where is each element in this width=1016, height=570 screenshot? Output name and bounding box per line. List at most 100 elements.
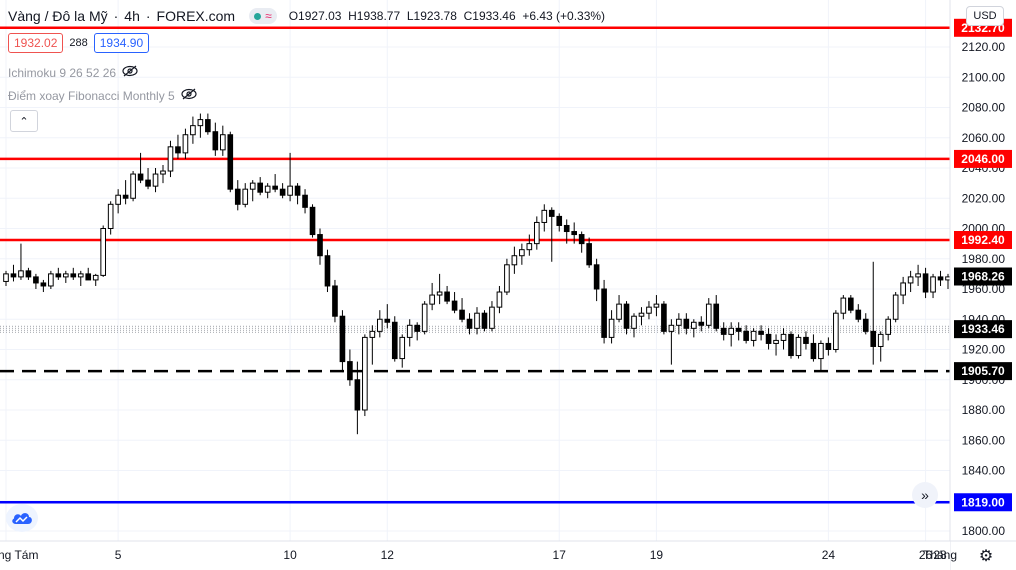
candle bbox=[870, 261, 877, 365]
candle bbox=[511, 246, 518, 274]
indicator-fibonacci-pivots[interactable]: Điểm xoay Fibonacci Monthly 5 bbox=[8, 88, 197, 103]
candle bbox=[107, 201, 114, 235]
eye-crossed-icon[interactable] bbox=[181, 88, 197, 103]
candle bbox=[683, 313, 690, 335]
candle-body bbox=[578, 234, 585, 245]
candle bbox=[122, 180, 129, 205]
candle-body bbox=[100, 228, 107, 276]
tradingview-logo[interactable] bbox=[6, 504, 38, 532]
candle-body bbox=[533, 221, 540, 245]
change-value: +6.43 (+0.33%) bbox=[522, 9, 606, 23]
candle bbox=[489, 301, 495, 332]
candle-body bbox=[653, 303, 660, 308]
sell-button[interactable]: 1932.02 bbox=[8, 33, 64, 53]
candle bbox=[444, 285, 450, 305]
candle bbox=[915, 264, 921, 286]
candle bbox=[182, 128, 189, 159]
candle-body bbox=[563, 224, 570, 233]
candle-body bbox=[608, 318, 615, 338]
bid-ask-row: 1932.02 288 1934.90 bbox=[8, 33, 150, 53]
source-label: FOREX.com bbox=[156, 8, 236, 24]
candle bbox=[930, 273, 936, 299]
candle-body bbox=[840, 297, 847, 314]
candle-body bbox=[720, 327, 727, 335]
candle bbox=[77, 270, 84, 286]
candle-body bbox=[122, 194, 129, 199]
candle-body bbox=[818, 342, 824, 360]
candle-body bbox=[504, 264, 510, 293]
price-marker-badge bbox=[954, 320, 1012, 339]
candle bbox=[676, 313, 682, 335]
indicator-ichimoku[interactable]: Ichimoku 9 26 52 26 bbox=[8, 65, 138, 80]
candle bbox=[227, 131, 234, 193]
candle bbox=[175, 134, 181, 159]
scroll-to-realtime-button[interactable]: » bbox=[912, 482, 938, 508]
candle-body bbox=[541, 209, 548, 223]
price-marker-text: 1933.46 bbox=[961, 322, 1005, 336]
candle bbox=[803, 331, 809, 350]
candle bbox=[907, 270, 914, 293]
candle-body bbox=[444, 291, 450, 302]
candle-body bbox=[855, 309, 862, 320]
candle-body bbox=[324, 255, 331, 287]
candle bbox=[862, 313, 869, 335]
candle-body bbox=[92, 274, 99, 281]
candle bbox=[750, 328, 757, 347]
candle bbox=[190, 116, 196, 144]
ohlc-values: O1927.03 H1938.77 L1923.78 C1933.46 +6.4… bbox=[289, 9, 605, 23]
candle bbox=[698, 316, 705, 332]
candle bbox=[145, 168, 151, 190]
price-marker-badge bbox=[954, 267, 1012, 286]
separator: · bbox=[113, 8, 119, 24]
price-tick-label: 2060.00 bbox=[962, 131, 1006, 145]
double-chevron-right-icon: » bbox=[921, 487, 929, 503]
candle-body bbox=[227, 134, 234, 190]
candle bbox=[481, 310, 488, 332]
candle bbox=[795, 334, 802, 359]
eye-crossed-icon[interactable] bbox=[122, 65, 138, 80]
candle bbox=[496, 285, 503, 314]
candle bbox=[100, 225, 107, 277]
candle bbox=[937, 270, 944, 286]
buy-button[interactable]: 1934.90 bbox=[93, 33, 150, 53]
collapse-legend-button[interactable]: ⌃ bbox=[10, 110, 38, 132]
candle-body bbox=[414, 324, 421, 332]
market-status-toggle[interactable]: ≈ bbox=[249, 8, 277, 24]
time-tick-label: Tháng bbox=[923, 548, 957, 562]
candle-body bbox=[661, 303, 667, 332]
low-label: L bbox=[406, 9, 414, 23]
candle bbox=[92, 273, 99, 286]
candle-body bbox=[526, 243, 533, 251]
candle-body bbox=[287, 185, 293, 196]
candle bbox=[369, 325, 376, 365]
candle bbox=[556, 213, 563, 232]
candle-body bbox=[219, 134, 226, 151]
price-axis: 1800.001820.001840.001860.001880.001900.… bbox=[949, 0, 1016, 570]
candle-body bbox=[683, 318, 690, 329]
candle-body bbox=[130, 173, 136, 199]
currency-button[interactable]: USD bbox=[966, 6, 1004, 26]
candle bbox=[728, 322, 735, 347]
candle bbox=[735, 322, 742, 341]
candle-body bbox=[907, 276, 914, 284]
candle-body bbox=[332, 285, 338, 317]
candle bbox=[855, 304, 862, 323]
interval-label[interactable]: 4h bbox=[124, 8, 140, 24]
candle bbox=[137, 152, 144, 184]
low-value: 1923.78 bbox=[413, 9, 457, 23]
candle-body bbox=[436, 291, 443, 296]
candle-body bbox=[474, 312, 480, 329]
candle bbox=[900, 276, 906, 305]
time-tick-label: 17 bbox=[553, 548, 567, 562]
candle bbox=[399, 334, 406, 368]
symbol-name[interactable]: Vàng / Đô la Mỹ bbox=[8, 8, 108, 24]
candle-body bbox=[922, 273, 929, 293]
candle-body bbox=[399, 336, 406, 360]
candle bbox=[593, 258, 600, 302]
price-label-text: 2046.00 bbox=[961, 152, 1005, 166]
candle bbox=[765, 328, 772, 350]
candle-body bbox=[302, 194, 308, 208]
candle-body bbox=[33, 276, 39, 284]
gear-icon[interactable]: ⚙ bbox=[978, 548, 994, 565]
